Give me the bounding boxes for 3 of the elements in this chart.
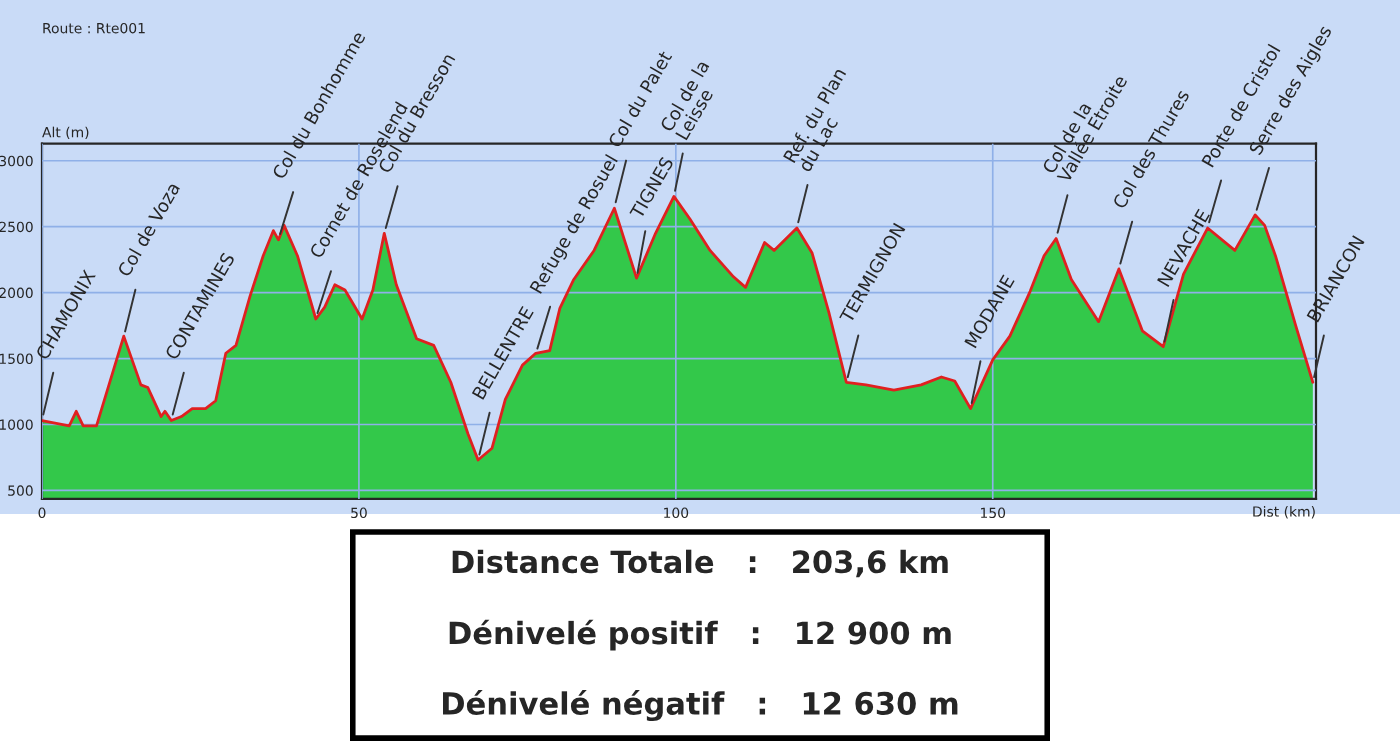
text: Dénivelé négatif : 12 630 m [443, 690, 958, 722]
text: Distance Totale : 203,6 km [452, 549, 948, 578]
text: Dénivelé positif : 12 900 m [449, 619, 951, 651]
